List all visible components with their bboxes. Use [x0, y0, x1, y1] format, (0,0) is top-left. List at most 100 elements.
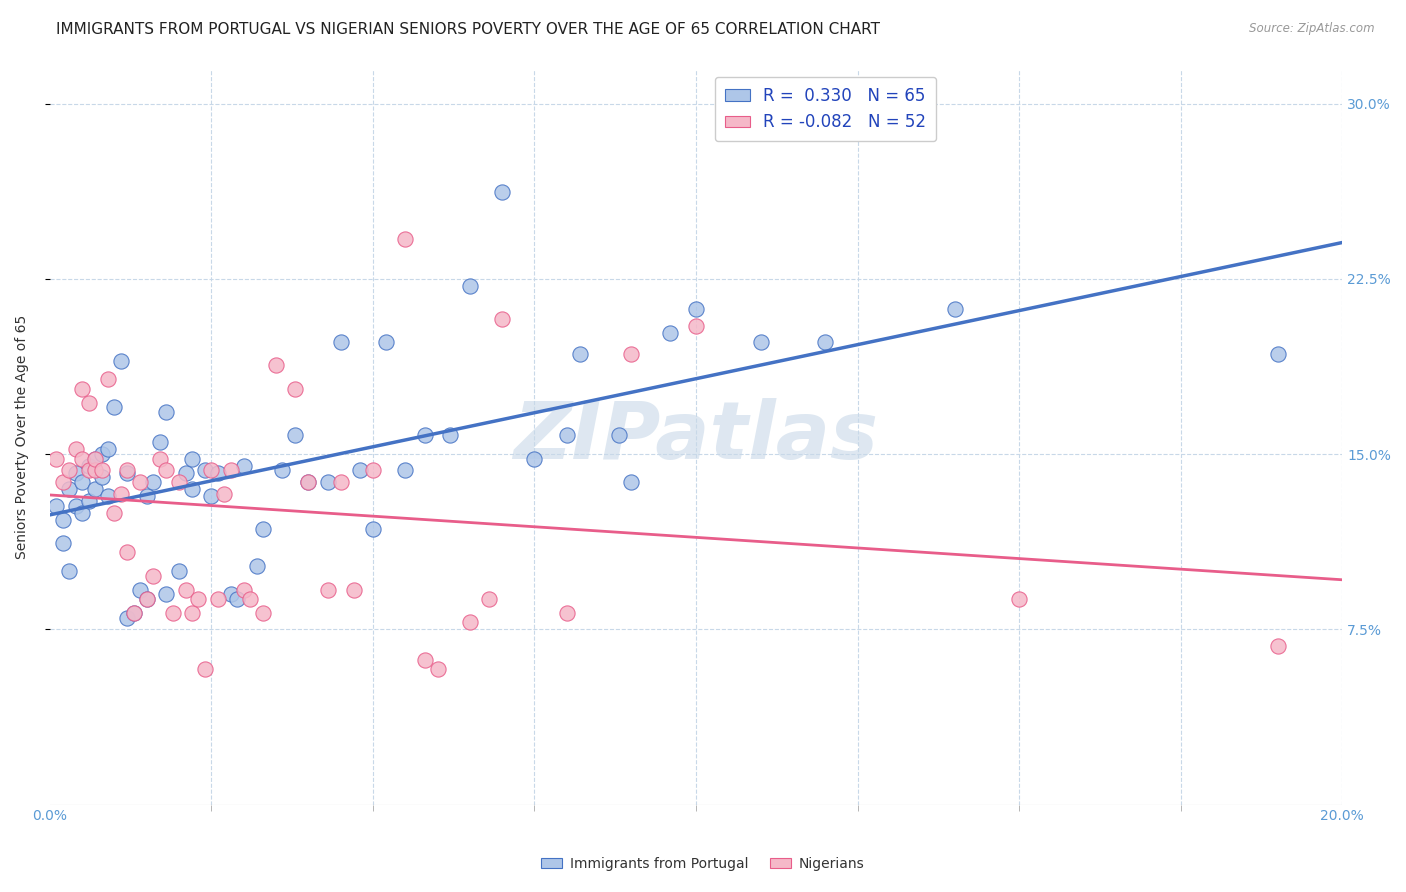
Point [135, 489, 157, 503]
Point [149, 451, 172, 466]
Point [97, 442, 120, 457]
Point [413, 653, 436, 667]
Point [52, 512, 75, 526]
Point [478, 592, 501, 607]
Point [264, 359, 287, 373]
Point [77, 463, 100, 477]
Point [77, 395, 100, 409]
Point [117, 545, 139, 559]
Point [555, 428, 578, 442]
Point [226, 592, 249, 607]
Point [45, 499, 67, 513]
Point [200, 489, 222, 503]
Text: Source: ZipAtlas.com: Source: ZipAtlas.com [1250, 22, 1375, 36]
Point [214, 487, 236, 501]
Point [77, 493, 100, 508]
Point [361, 522, 384, 536]
Point [394, 232, 416, 246]
Point [135, 592, 157, 607]
Point [84, 463, 107, 477]
Point [620, 346, 643, 360]
Point [70, 506, 93, 520]
Point [90, 470, 112, 484]
Point [162, 606, 184, 620]
Point [316, 582, 339, 597]
Point [70, 451, 93, 466]
Point [142, 475, 165, 490]
Point [1008, 592, 1031, 607]
Point [187, 592, 209, 607]
Point [70, 382, 93, 396]
Point [97, 489, 120, 503]
Y-axis label: Seniors Poverty Over the Age of 65: Seniors Poverty Over the Age of 65 [15, 315, 30, 558]
Point [329, 475, 352, 490]
Point [181, 482, 204, 496]
Point [297, 475, 319, 490]
Point [361, 463, 384, 477]
Point [181, 451, 204, 466]
Point [194, 463, 217, 477]
Point [142, 568, 165, 582]
Point [70, 475, 93, 490]
Point [200, 463, 222, 477]
Point [194, 662, 217, 676]
Point [491, 186, 513, 200]
Point [271, 463, 294, 477]
Point [246, 559, 269, 574]
Point [329, 334, 352, 349]
Point [117, 463, 139, 477]
Point [458, 615, 481, 630]
Point [316, 475, 339, 490]
Point [90, 463, 112, 477]
Point [129, 582, 152, 597]
Point [232, 458, 254, 473]
Point [284, 382, 307, 396]
Point [426, 662, 449, 676]
Point [149, 435, 172, 450]
Point [458, 278, 481, 293]
Point [1267, 639, 1289, 653]
Point [181, 606, 204, 620]
Point [58, 463, 80, 477]
Point [374, 334, 396, 349]
Point [52, 536, 75, 550]
Text: ZIPatlas: ZIPatlas [513, 398, 879, 475]
Point [52, 475, 75, 490]
Point [491, 311, 513, 326]
Point [174, 466, 197, 480]
Point [252, 606, 274, 620]
Point [394, 463, 416, 477]
Point [1267, 346, 1289, 360]
Point [620, 475, 643, 490]
Point [117, 466, 139, 480]
Point [167, 475, 190, 490]
Point [297, 475, 319, 490]
Point [129, 475, 152, 490]
Point [84, 451, 107, 466]
Point [58, 482, 80, 496]
Point [232, 582, 254, 597]
Point [103, 506, 125, 520]
Legend: R =  0.330   N = 65, R = -0.082   N = 52: R = 0.330 N = 65, R = -0.082 N = 52 [714, 77, 936, 141]
Point [607, 428, 630, 442]
Point [155, 405, 177, 419]
Legend: Immigrants from Portugal, Nigerians: Immigrants from Portugal, Nigerians [536, 851, 870, 876]
Point [252, 522, 274, 536]
Point [207, 592, 229, 607]
Point [749, 334, 772, 349]
Point [65, 466, 87, 480]
Point [58, 564, 80, 578]
Point [84, 482, 107, 496]
Point [523, 451, 546, 466]
Point [685, 302, 707, 317]
Point [90, 447, 112, 461]
Point [155, 463, 177, 477]
Point [349, 463, 371, 477]
Point [239, 592, 262, 607]
Point [568, 346, 591, 360]
Text: IMMIGRANTS FROM PORTUGAL VS NIGERIAN SENIORS POVERTY OVER THE AGE OF 65 CORRELAT: IMMIGRANTS FROM PORTUGAL VS NIGERIAN SEN… [56, 22, 880, 37]
Point [65, 499, 87, 513]
Point [219, 587, 242, 601]
Point [110, 487, 132, 501]
Point [77, 458, 100, 473]
